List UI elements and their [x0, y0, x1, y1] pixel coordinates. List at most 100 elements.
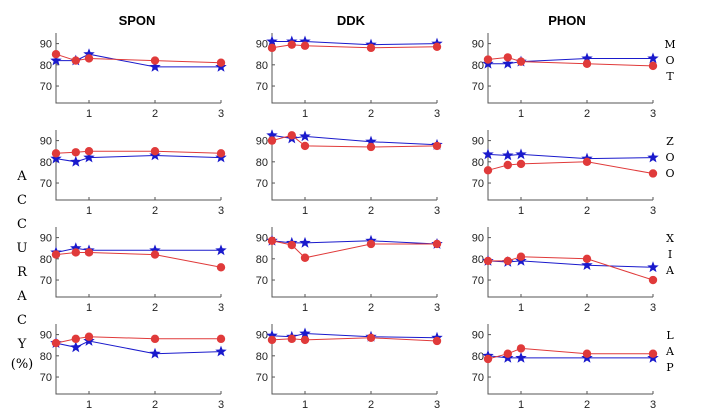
y-tick-label: 80	[40, 157, 52, 169]
data-point-star	[50, 54, 62, 66]
data-point-circle	[483, 256, 493, 266]
data-point-star	[647, 151, 659, 163]
x-tick-label: 3	[218, 302, 224, 314]
data-point-circle	[503, 256, 512, 266]
x-tick-label: 1	[518, 399, 524, 411]
series-line-star	[55, 247, 221, 253]
y-tick-label: 80	[40, 254, 52, 266]
data-point-star	[515, 351, 527, 363]
y-axis-label-letter: C	[17, 193, 27, 208]
x-tick-label: 2	[584, 302, 590, 314]
y-tick-label: 80	[40, 60, 52, 72]
y-tick-label: 70	[256, 372, 268, 384]
x-tick-label: 2	[584, 399, 590, 411]
row-label-letter: T	[666, 70, 674, 83]
data-point-circle	[300, 335, 310, 345]
y-tick-label: 80	[472, 254, 484, 266]
data-point-circle	[216, 334, 226, 344]
x-tick-label: 2	[152, 399, 158, 411]
panel-axes	[55, 227, 221, 298]
row-label-letter: O	[665, 167, 674, 180]
series-line-star	[271, 332, 438, 339]
y-tick-label: 90	[40, 330, 52, 342]
data-point-circle	[648, 61, 658, 71]
data-point-circle	[216, 263, 226, 272]
y-tick-label: 80	[256, 60, 268, 72]
data-point-star	[647, 261, 659, 273]
data-point-circle	[287, 131, 296, 140]
data-point-circle	[51, 250, 61, 259]
data-point-circle	[84, 147, 94, 156]
y-tick-label: 80	[472, 351, 484, 363]
y-tick-label: 70	[472, 178, 484, 190]
data-point-circle	[582, 349, 592, 358]
data-point-star	[149, 60, 161, 72]
y-tick-label: 90	[40, 233, 52, 245]
y-tick-label: 70	[256, 275, 268, 287]
data-point-circle	[216, 149, 226, 158]
series-line-circle	[55, 150, 222, 154]
row-label-letter: X	[666, 232, 674, 245]
x-tick-label: 3	[218, 205, 224, 217]
panel-lap-spon: 70 80 90 1 2 3	[40, 324, 227, 411]
panel-axes	[271, 33, 437, 104]
data-point-star	[215, 345, 227, 357]
column-title-ddk: DDK	[337, 13, 366, 28]
data-point-star	[266, 129, 278, 141]
data-point-circle	[150, 56, 160, 65]
data-point-circle	[150, 250, 160, 259]
y-tick-label: 70	[472, 372, 484, 384]
panels-grid: 70 80 90 1 2 3 70 80 90 1 2 3 70 80 90 1 2 3 70 80 90 1 2 3 70 80…	[40, 33, 659, 411]
data-point-star	[515, 148, 527, 160]
data-point-star	[502, 149, 514, 161]
data-point-circle	[366, 142, 376, 152]
y-tick-label: 90	[472, 39, 484, 51]
data-point-circle	[516, 344, 526, 353]
data-point-circle	[432, 141, 442, 151]
data-point-star	[83, 151, 95, 163]
panel-axes	[271, 324, 437, 395]
x-tick-label: 3	[650, 205, 656, 217]
y-axis-label-unit: (%)	[11, 357, 34, 372]
data-point-circle	[300, 41, 310, 50]
x-tick-label: 1	[86, 302, 92, 314]
series-line-star	[487, 153, 654, 160]
y-axis-label-letter: R	[17, 265, 28, 280]
y-tick-label: 80	[472, 60, 484, 72]
x-tick-label: 3	[434, 108, 440, 120]
data-point-circle	[267, 236, 277, 245]
data-point-circle	[503, 160, 512, 170]
panel-mot-spon: 70 80 90 1 2 3	[40, 33, 227, 120]
data-point-circle	[516, 159, 526, 169]
data-point-star	[647, 52, 659, 64]
y-axis-label-letter: C	[17, 313, 27, 328]
y-axis-label-letter: U	[17, 241, 28, 256]
data-point-circle	[432, 42, 442, 51]
data-point-star	[70, 242, 82, 254]
series-line-circle	[487, 161, 654, 174]
data-point-circle	[648, 169, 658, 178]
x-tick-label: 2	[368, 302, 374, 314]
x-tick-label: 2	[152, 108, 158, 120]
x-tick-label: 3	[650, 302, 656, 314]
x-tick-label: 2	[584, 108, 590, 120]
row-label-letter: A	[665, 345, 675, 358]
y-tick-label: 90	[472, 330, 484, 342]
data-point-circle	[287, 334, 296, 344]
data-point-circle	[503, 53, 512, 62]
data-point-star	[70, 155, 82, 167]
data-point-star	[149, 347, 161, 359]
series-line-circle	[271, 337, 438, 342]
data-point-circle	[366, 333, 376, 342]
column-title-phon: PHON	[548, 13, 586, 28]
x-tick-label: 2	[152, 205, 158, 217]
x-tick-label: 2	[368, 399, 374, 411]
y-tick-label: 70	[40, 372, 52, 384]
x-tick-label: 1	[518, 302, 524, 314]
column-title-spon: SPON	[119, 13, 156, 28]
series-line-circle	[55, 252, 222, 268]
data-point-circle	[366, 43, 376, 53]
series-line-star	[55, 340, 222, 355]
data-point-circle	[267, 43, 277, 53]
